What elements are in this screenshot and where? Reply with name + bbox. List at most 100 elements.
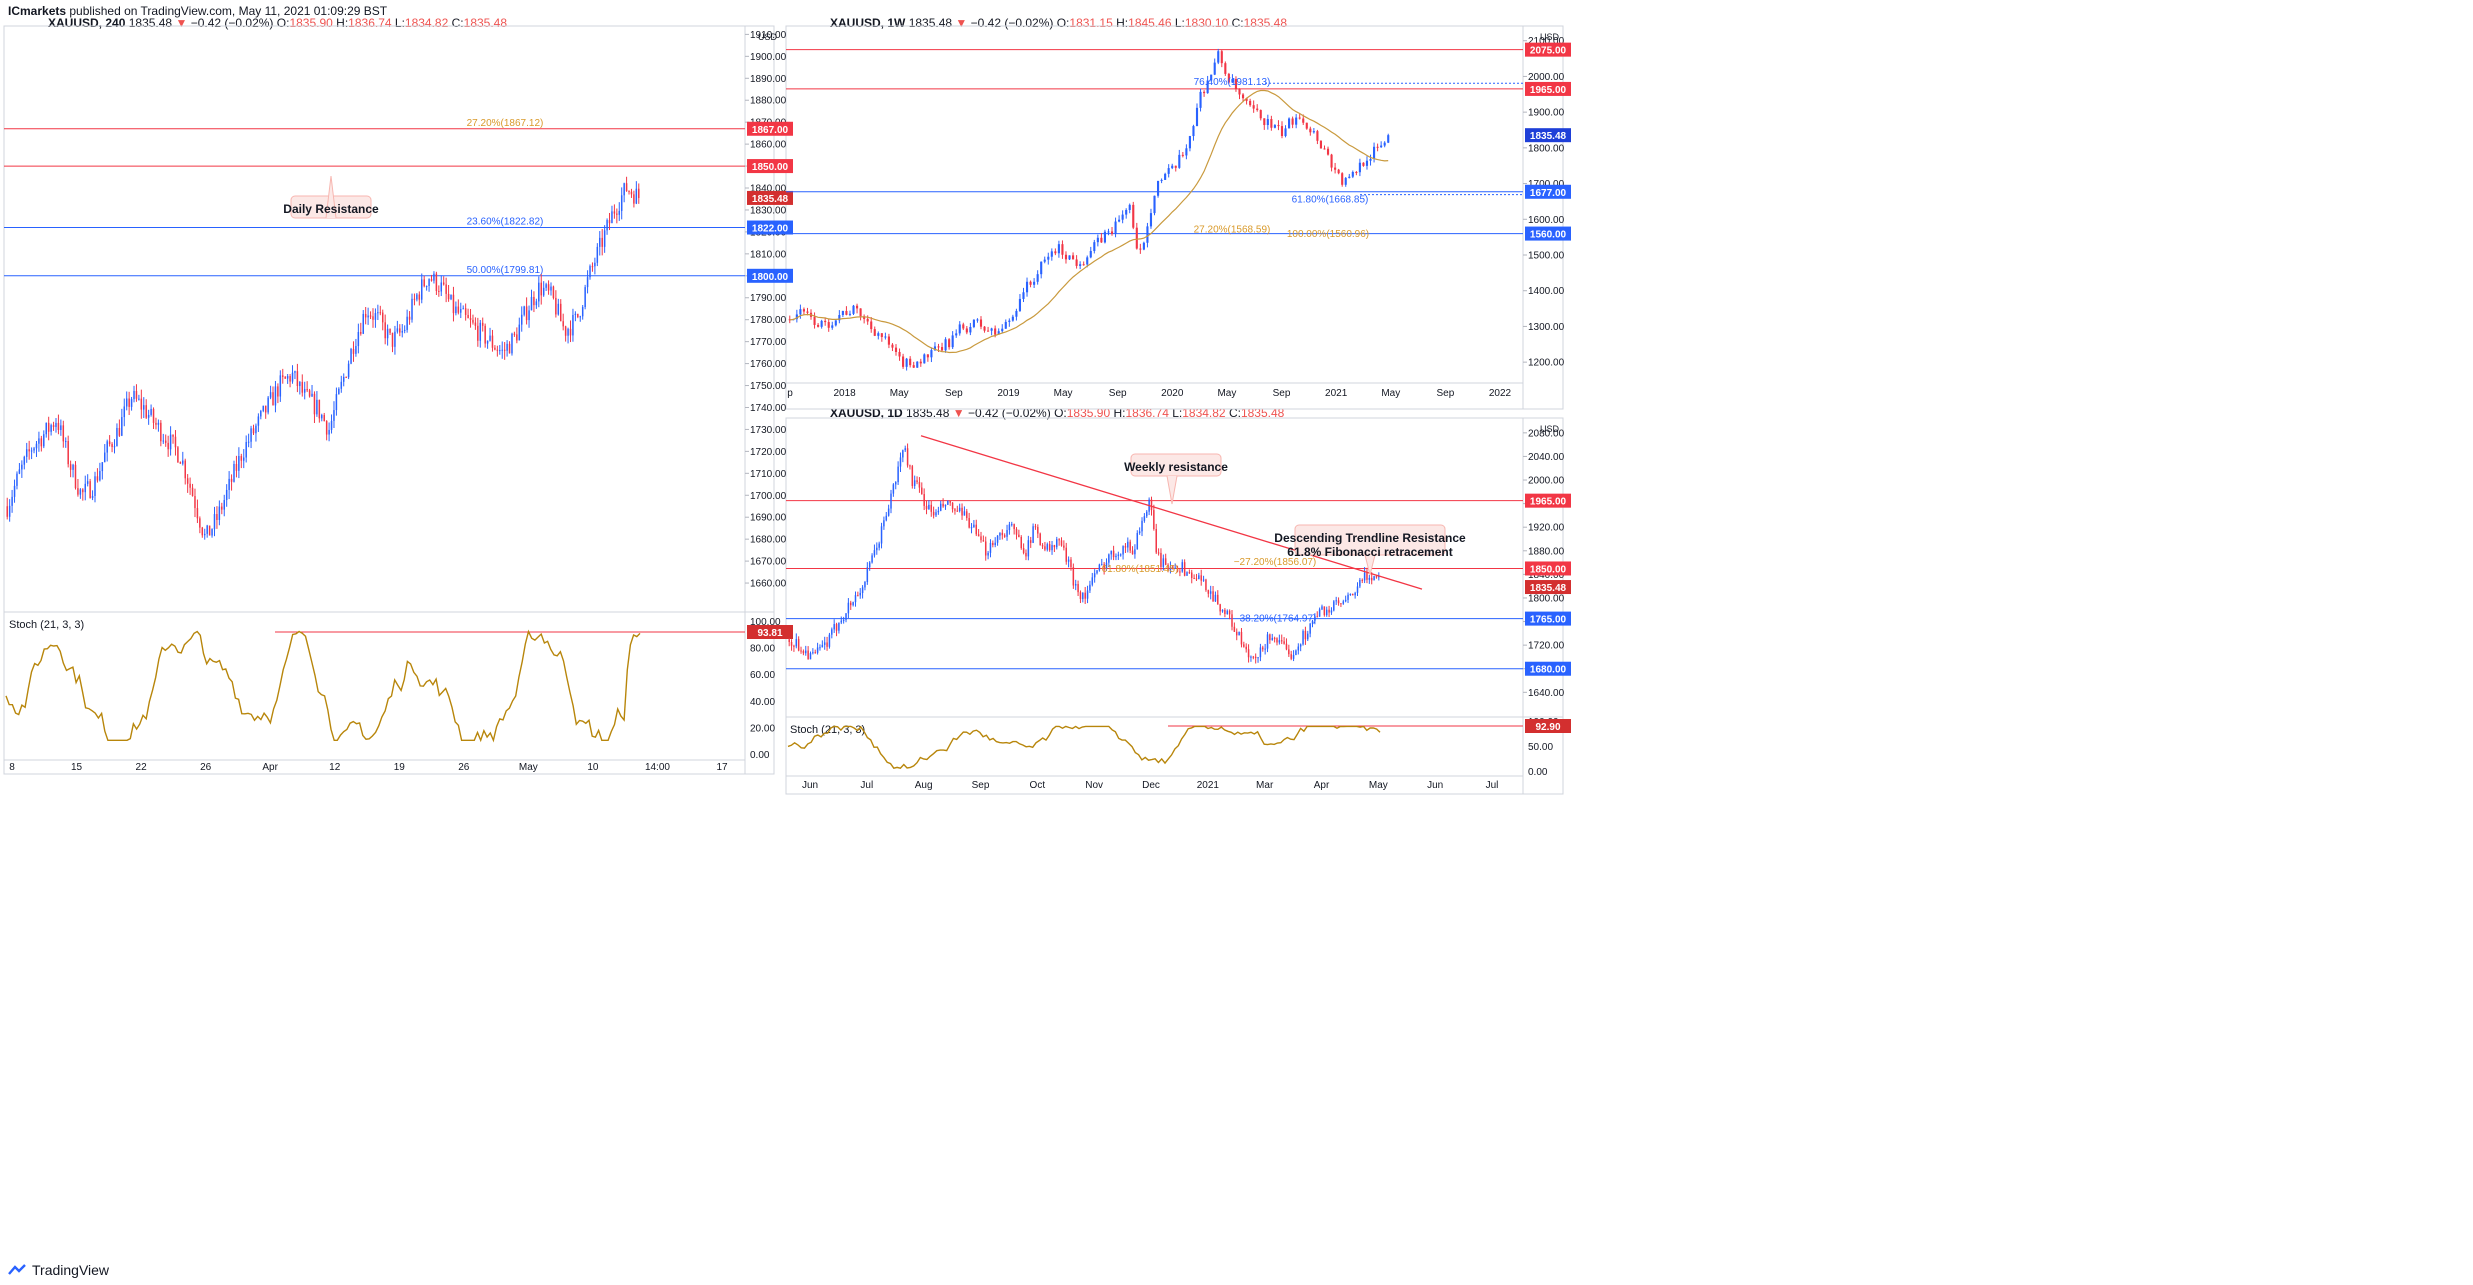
h4-candle	[303, 389, 306, 393]
d1-candle	[1245, 646, 1247, 650]
d1-candle	[1034, 526, 1037, 528]
h4-price-tick: 1790.00	[750, 293, 787, 304]
w1-candle	[898, 351, 901, 357]
h4-price-tick: 1740.00	[750, 403, 787, 414]
h4-price-tick: 1720.00	[750, 447, 787, 458]
d1-level-tag	[1525, 561, 1571, 576]
w1-candle	[1362, 162, 1365, 166]
w1-candle	[1167, 168, 1170, 174]
d1-price-tick: 1880.00	[1528, 546, 1565, 557]
h4-candle	[355, 346, 357, 354]
d1-candle	[859, 592, 861, 596]
h4-candle	[540, 282, 542, 296]
h4-callout-text: Daily Resistance	[283, 202, 379, 216]
w1-candle	[1075, 259, 1078, 266]
w1-candle	[1203, 91, 1206, 94]
h4-candle	[638, 188, 640, 198]
d1-time-tick: Jun	[1427, 780, 1443, 791]
d1-candle	[989, 542, 992, 553]
h4-level-tag	[747, 268, 793, 283]
h4-candle	[157, 422, 160, 425]
d1-candle	[1091, 577, 1094, 585]
h4-candle	[528, 310, 530, 321]
w1-candle	[1227, 73, 1230, 83]
d1-candle	[913, 480, 916, 486]
w1-price-tick: 1600.00	[1528, 215, 1565, 226]
h4-candle	[16, 473, 18, 486]
h4-candle	[133, 390, 135, 400]
h4-candle	[489, 335, 491, 341]
h4-candle	[467, 314, 469, 319]
d1-price-tick: 1720.00	[1528, 641, 1565, 652]
d1-candle	[1295, 650, 1297, 655]
h4-price-tick: 1810.00	[750, 249, 787, 260]
h4-candle	[167, 442, 169, 450]
d1-time-tick: Jul	[1486, 780, 1499, 791]
w1-candle	[1241, 94, 1245, 99]
h4-candle	[608, 220, 611, 224]
d1-candle	[1221, 609, 1224, 612]
d1-candle	[840, 620, 843, 623]
h4-candle	[518, 324, 521, 341]
d1-candle	[1053, 545, 1056, 548]
h4-candle	[104, 452, 106, 463]
w1-candle	[1284, 128, 1287, 137]
w1-candle	[1043, 259, 1046, 262]
w1-candle	[1079, 264, 1082, 266]
h4-candle	[196, 508, 199, 519]
h4-candle	[425, 285, 428, 287]
w1-candle	[887, 336, 890, 345]
h4-level-label: 1867.00	[752, 125, 789, 136]
tradingview-brand[interactable]: TradingView	[8, 1262, 109, 1278]
h4-candle	[357, 332, 360, 347]
d1-candle	[906, 448, 909, 466]
d1-candle	[1231, 614, 1233, 627]
d1-candle	[1195, 578, 1198, 580]
d1-candle	[833, 624, 835, 630]
h4-candle	[67, 441, 69, 465]
h4-candle	[257, 416, 260, 426]
h4-candle	[338, 388, 340, 395]
w1-candle	[1192, 126, 1195, 137]
w1-candle	[972, 319, 975, 327]
w1-last-price: 1835.48	[1530, 131, 1567, 142]
w1-candle	[1011, 316, 1014, 321]
h4-candle	[186, 478, 189, 484]
d1-candle	[1119, 554, 1122, 556]
d1-candle	[871, 555, 873, 563]
h4-candle	[477, 325, 479, 341]
w1-candle	[866, 318, 869, 322]
h4-currency: USD	[758, 32, 778, 42]
w1-candle	[1064, 254, 1068, 260]
d1-candle	[1276, 638, 1278, 643]
d1-last-price-tag	[1525, 580, 1571, 595]
w1-candle	[1383, 142, 1386, 146]
h4-candle	[411, 298, 413, 320]
w1-candle	[1351, 172, 1354, 177]
h4-candle	[603, 230, 606, 247]
d1-candle	[1335, 600, 1337, 602]
d1-level-tag	[1525, 611, 1571, 626]
d1-candle	[1018, 534, 1020, 537]
d1-candle	[1250, 656, 1252, 658]
h4-candle	[350, 349, 352, 364]
d1-candle	[1344, 599, 1347, 602]
d1-candle	[1074, 584, 1077, 586]
w1-candle	[1132, 204, 1135, 228]
d1-candle	[928, 504, 930, 510]
h4-price-tick: 1710.00	[750, 469, 787, 480]
h4-candle	[316, 399, 318, 415]
d1-candle	[935, 512, 937, 516]
h4-candle	[564, 326, 567, 336]
d1-candle	[1122, 546, 1124, 555]
d1-candle	[1352, 593, 1354, 596]
d1-candle	[1143, 516, 1146, 521]
h4-candle	[399, 328, 401, 333]
h4-candle	[503, 349, 506, 351]
d1-level-label: 1680.00	[1530, 665, 1567, 676]
w1-level-tag	[1525, 81, 1571, 96]
h4-candle	[464, 308, 467, 315]
d1-candle	[1337, 600, 1340, 604]
d1-candle	[987, 552, 989, 556]
w1-candle	[933, 346, 937, 351]
